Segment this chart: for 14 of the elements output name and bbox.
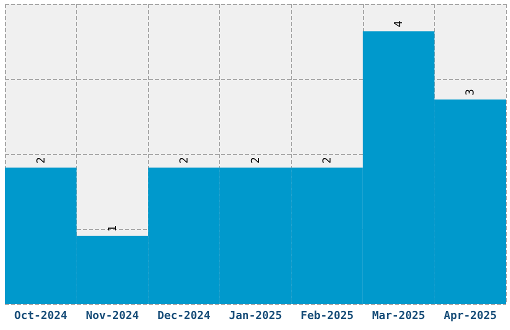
data-label: 2 (249, 157, 262, 164)
x-tick-label: Dec-2024 (157, 309, 211, 322)
data-label: 2 (177, 157, 190, 164)
data-label: 3 (464, 88, 477, 96)
x-tick-label: Jan-2025 (229, 309, 282, 322)
x-tick-label: Apr-2025 (444, 309, 497, 322)
data-label: 2 (34, 157, 48, 164)
x-tick-label: Feb-2025 (300, 309, 354, 322)
data-label: 2 (320, 157, 334, 164)
x-tick-label: Mar-2025 (372, 309, 426, 322)
data-label: 4 (392, 20, 406, 28)
data-label: 1 (106, 225, 119, 232)
x-tick-label: Nov-2024 (86, 309, 140, 322)
x-tick-label: Oct-2024 (14, 309, 68, 322)
